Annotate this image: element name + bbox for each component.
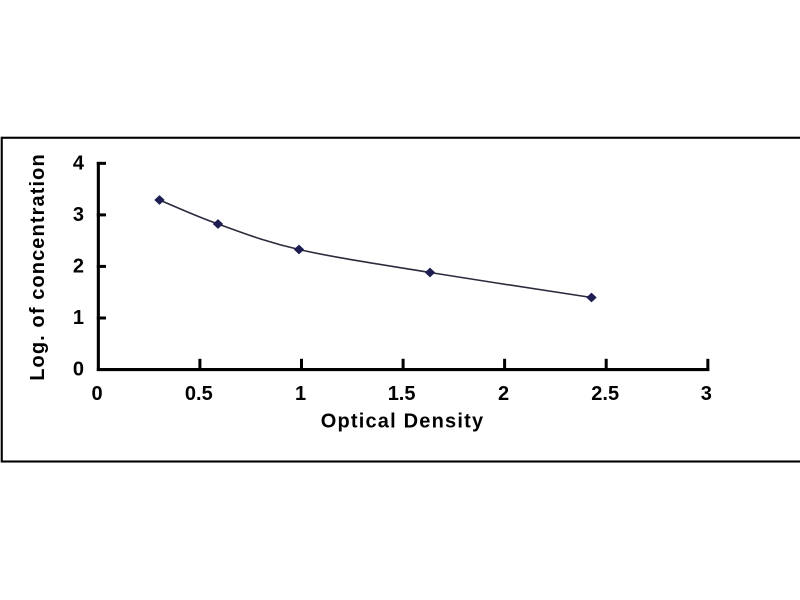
svg-text:Optical Density: Optical Density [321, 411, 485, 433]
svg-text:1.5: 1.5 [388, 383, 416, 405]
svg-text:4: 4 [73, 152, 85, 174]
svg-text:0: 0 [91, 383, 102, 405]
svg-text:0.5: 0.5 [185, 383, 213, 405]
svg-text:2: 2 [498, 383, 509, 405]
svg-text:2: 2 [73, 255, 84, 277]
svg-text:Log. of concentration: Log. of concentration [27, 153, 49, 381]
svg-text:0: 0 [73, 358, 84, 380]
svg-text:3: 3 [701, 383, 712, 405]
svg-text:1: 1 [73, 307, 84, 329]
svg-text:3: 3 [73, 204, 84, 226]
svg-text:1: 1 [295, 383, 306, 405]
svg-text:2.5: 2.5 [591, 383, 619, 405]
